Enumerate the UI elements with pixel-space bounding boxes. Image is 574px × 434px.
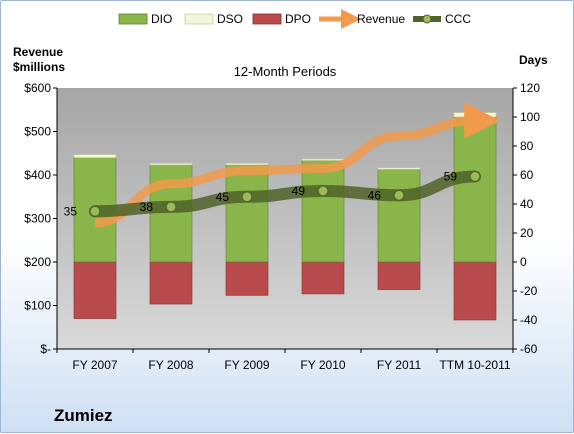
dio-bar — [301, 160, 345, 263]
right-tick-label: 100 — [520, 110, 540, 124]
legend-swatch-ccc-dot — [422, 14, 432, 24]
dpo-bar — [225, 261, 269, 296]
left-axis-title-line1: Revenue — [13, 45, 63, 59]
right-tick-label: 20 — [520, 226, 534, 240]
right-tick-label: 40 — [520, 197, 534, 211]
right-tick-label: 0 — [520, 255, 527, 269]
ccc-point — [89, 205, 101, 217]
left-tick-label: $200 — [24, 255, 51, 269]
dpo-bar — [453, 261, 497, 321]
ccc-data-label: 49 — [292, 184, 306, 198]
dso-bar — [377, 167, 421, 170]
left-tick-label: $300 — [24, 212, 51, 226]
left-tick-label: $400 — [24, 168, 51, 182]
x-tick-label: TTM 10-2011 — [439, 358, 510, 372]
revenue-line — [94, 102, 501, 228]
dpo-bar — [73, 261, 117, 319]
chart-title: 12-Month Periods — [234, 64, 337, 79]
ccc-point — [393, 189, 405, 201]
right-tick-label: -20 — [520, 284, 538, 298]
left-axis-title-line2: $millions — [13, 60, 65, 74]
legend-swatch-dpo — [252, 13, 282, 25]
dpo-bar — [301, 261, 345, 295]
legend: DIO DSO DPO Revenue CCC — [118, 9, 471, 29]
ccc-data-label: 45 — [216, 190, 230, 204]
dso-bar — [149, 163, 193, 166]
dio-bar — [377, 168, 421, 263]
ccc-point — [317, 185, 329, 197]
left-tick-label: $100 — [24, 299, 51, 313]
right-axis-title: Days — [519, 53, 548, 67]
axes-group: $- $100 $200 $300 $400 $500 $600 -60 -40 -20 0 20 40… — [24, 81, 540, 372]
right-tick-label: 60 — [520, 168, 534, 182]
right-tick-label: 120 — [520, 81, 540, 95]
ccc-data-label: 46 — [368, 188, 382, 202]
dpo-bar — [377, 261, 421, 290]
legend-swatch-dso — [184, 13, 214, 25]
right-tick-label: -40 — [520, 313, 538, 327]
lines-group: 35 38 45 49 46 59 — [64, 102, 501, 228]
legend-label: DPO — [285, 12, 311, 26]
x-tick-label: FY 2010 — [300, 358, 345, 372]
legend-label: Revenue — [357, 12, 405, 26]
left-tick-label: $500 — [24, 125, 51, 139]
right-tick-label: 80 — [520, 139, 534, 153]
ccc-point — [241, 191, 253, 203]
ccc-point — [469, 170, 481, 183]
left-tick-label: $600 — [24, 81, 51, 95]
dso-bar — [301, 158, 345, 161]
ccc-data-label: 59 — [444, 169, 458, 183]
dio-bar — [225, 164, 269, 263]
left-tick-label: $- — [40, 342, 51, 356]
ccc-point — [165, 201, 177, 213]
x-tick-label: FY 2008 — [148, 358, 193, 372]
legend-swatch-dio — [118, 13, 148, 25]
company-name: Zumiez — [54, 406, 113, 425]
ccc-data-label: 38 — [140, 200, 154, 214]
dso-bar — [73, 154, 117, 158]
legend-label: DSO — [217, 12, 243, 26]
dio-bar — [453, 116, 497, 263]
x-tick-label: FY 2007 — [72, 358, 117, 372]
dso-bar — [225, 163, 269, 166]
legend-label: CCC — [445, 12, 471, 26]
right-tick-label: -60 — [520, 342, 538, 356]
x-tick-label: FY 2009 — [224, 358, 269, 372]
x-tick-label: FY 2011 — [377, 358, 422, 372]
dpo-bar — [149, 261, 193, 305]
ccc-data-label: 35 — [64, 204, 78, 218]
legend-label: DIO — [151, 12, 172, 26]
